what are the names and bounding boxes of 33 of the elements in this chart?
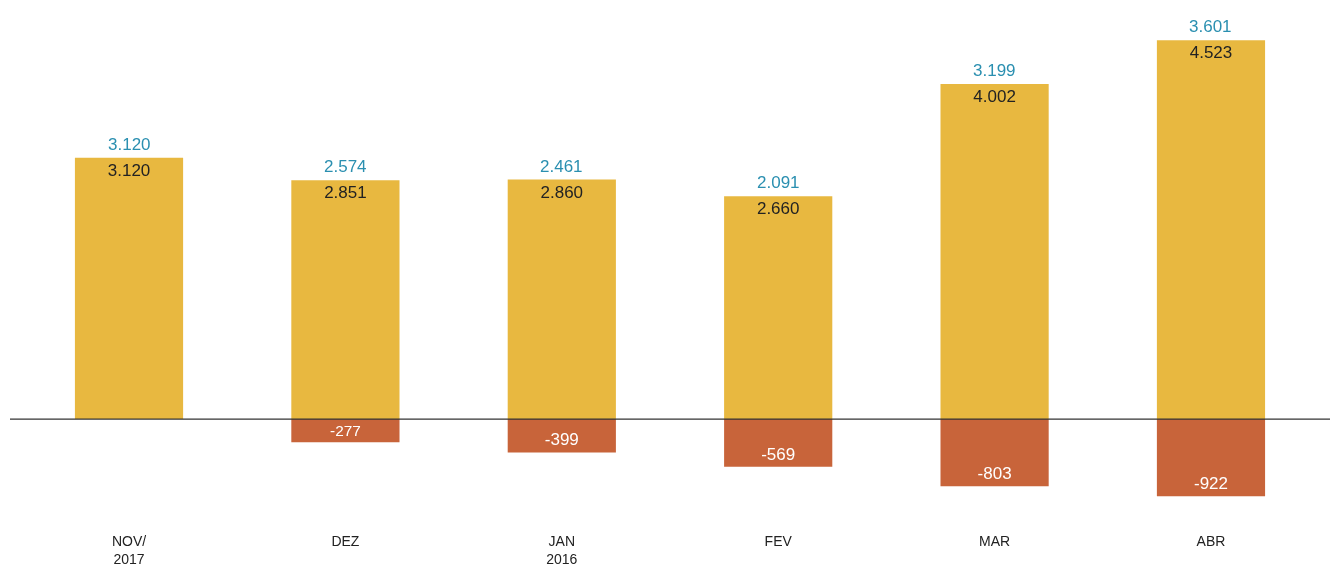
bar (507, 179, 616, 420)
annotation: 3.199 (973, 61, 1016, 80)
bar (940, 83, 1049, 420)
data-label: 2.851 (324, 183, 367, 203)
bar (291, 180, 400, 420)
bar (1156, 419, 1266, 497)
bar (74, 157, 184, 420)
bar (724, 419, 833, 467)
x-tick-label: NOV/ 2017 (111, 533, 147, 568)
bar (940, 419, 1049, 487)
annotation: 2.461 (540, 157, 583, 176)
data-label: -803 (977, 464, 1012, 484)
data-label: -569 (761, 444, 796, 464)
data-label: -277 (330, 421, 361, 439)
annotation: 2.574 (324, 157, 367, 176)
x-tick-label: ABR (1196, 533, 1226, 549)
annotation: 2.091 (757, 173, 800, 192)
x-tick-label: MAR (979, 533, 1011, 549)
data-label: -399 (544, 430, 579, 450)
bar (724, 196, 833, 420)
data-label: 2.860 (540, 182, 584, 202)
x-tick-label: FEV (764, 533, 793, 549)
x-tick-label: DEZ (331, 533, 360, 549)
annotation: 3.601 (1189, 17, 1232, 36)
data-label: 4.002 (973, 86, 1016, 106)
data-label: 3.120 (107, 160, 151, 180)
bar (291, 419, 400, 443)
data-label: 4.523 (1189, 43, 1233, 63)
data-label: 2.660 (756, 199, 800, 219)
annotation: 3.120 (108, 135, 151, 154)
x-tick-label: JAN 2016 (546, 533, 578, 568)
data-label: -922 (1193, 474, 1228, 494)
bar (1156, 40, 1266, 420)
